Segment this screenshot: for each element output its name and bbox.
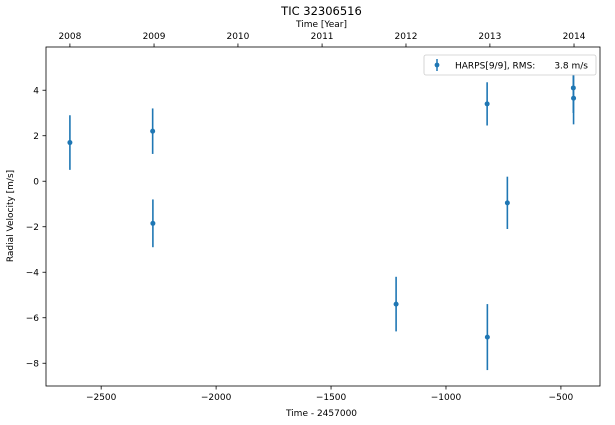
legend-rms-value: 3.8 m/s <box>554 62 588 72</box>
plot-area <box>67 62 577 371</box>
data-marker <box>484 334 490 340</box>
chart-title: TIC 32306516 <box>280 4 362 18</box>
x-tick-label: −2500 <box>86 393 117 403</box>
axis-ticks: −2500 −2000 −1500 −1000 −500 4 2 0 −2 −4 −6 −8 2008 2… <box>26 32 586 403</box>
legend-box <box>423 54 597 76</box>
data-point <box>484 304 490 371</box>
data-marker <box>393 301 399 307</box>
x2-tick-label: 2009 <box>143 32 166 42</box>
data-point <box>571 72 577 125</box>
data-point <box>393 276 399 332</box>
x-axis-label: Time - 2457000 <box>285 409 357 419</box>
data-point <box>150 199 156 248</box>
data-point <box>67 115 73 170</box>
data-marker <box>67 140 73 146</box>
x-tick-label: −2000 <box>201 393 232 403</box>
data-point <box>504 176 510 230</box>
x2-axis-label: Time [Year] <box>295 20 347 30</box>
x2-tick-label: 2010 <box>226 32 249 42</box>
x2-tick-label: 2014 <box>563 32 586 42</box>
data-marker <box>150 128 156 134</box>
plot-frame <box>45 46 601 387</box>
data-marker <box>504 200 510 206</box>
x-tick-label: −1500 <box>316 393 347 403</box>
y-tick-label: 4 <box>33 86 39 96</box>
y-tick-label: −2 <box>26 223 39 233</box>
legend-series-name: HARPS[9/9], RMS: <box>455 62 535 72</box>
legend: HARPS[9/9], RMS: 3.8 m/s <box>423 54 597 76</box>
y-axis-label: Radial Velocity [m/s] <box>6 170 16 262</box>
legend-marker <box>434 62 440 68</box>
x2-tick-label: 2012 <box>395 32 418 42</box>
y-tick-label: −8 <box>26 359 40 369</box>
data-point <box>150 108 156 154</box>
x2-tick-label: 2011 <box>311 32 334 42</box>
x2-tick-label: 2008 <box>58 32 81 42</box>
data-marker <box>150 220 156 226</box>
data-marker <box>484 101 490 107</box>
data-marker <box>571 95 577 101</box>
x2-tick-label: 2013 <box>478 32 501 42</box>
x-tick-label: −500 <box>549 393 574 403</box>
y-tick-label: 0 <box>33 177 39 187</box>
y-tick-label: −4 <box>26 268 40 278</box>
y-tick-label: −6 <box>26 314 40 324</box>
x-tick-label: −1000 <box>431 393 462 403</box>
data-point <box>484 82 490 126</box>
y-tick-label: 2 <box>33 132 39 142</box>
